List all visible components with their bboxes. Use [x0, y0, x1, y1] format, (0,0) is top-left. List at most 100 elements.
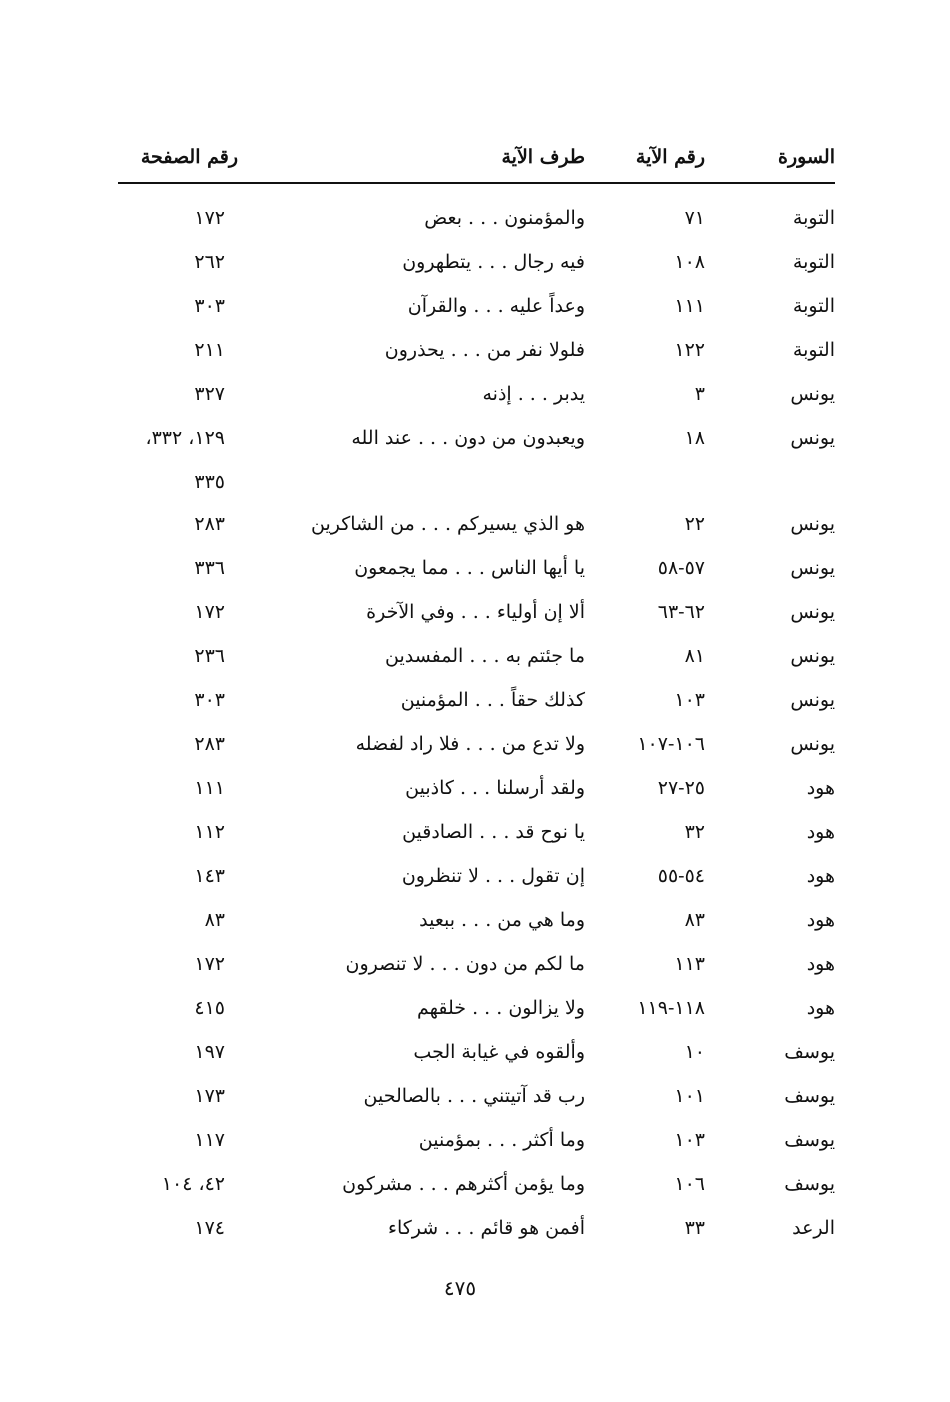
surah-cell: التوبة — [792, 339, 835, 361]
verse-number-cell: ١١٨-١١٩ — [637, 997, 705, 1019]
verse-number-cell: ١٨ — [684, 427, 705, 449]
page-number-cell: ١٢٩، ٣٣٢، ٣٣٥ — [145, 427, 225, 493]
surah-cell: يونس — [790, 383, 835, 405]
verse-number-cell: ١٠٣ — [674, 689, 705, 711]
page-number-cell: ١٧٣ — [194, 1085, 225, 1107]
verse-number-cell: ١٠٦-١٠٧ — [637, 733, 705, 755]
table-row: هود ٣٢ يا نوح قد . . . الصادقين ١١٢ — [118, 810, 835, 854]
verse-number-cell: ١٠١ — [674, 1085, 705, 1107]
surah-cell: يونس — [790, 427, 835, 449]
header-verse-part: طرف الآية — [501, 146, 585, 168]
verse-part-cell: ولا يزالون . . . خلقهم — [417, 997, 585, 1019]
header-surah: السورة — [778, 146, 835, 168]
verse-part-cell: رب قد آتيتني . . . بالصالحين — [363, 1085, 585, 1107]
verse-part-cell: كذلك حقاً . . . المؤمنين — [400, 689, 585, 711]
page-number-cell: ١٧٢ — [194, 207, 225, 229]
verse-number-cell: ١١١ — [674, 295, 705, 317]
verse-part-cell: فلولا نفر من . . . يحذرون — [384, 339, 585, 361]
table-row: التوبة ٧١ والمؤمنون . . . بعض ١٧٢ — [118, 196, 835, 240]
verse-part-cell: يدبر . . . إذنه — [482, 383, 585, 405]
verse-number-cell: ٥٧-٥٨ — [657, 557, 705, 579]
index-table: السورة رقم الآية طرف الآية رقم الصفحة ال… — [118, 132, 835, 1250]
verse-number-cell: ٨١ — [684, 645, 705, 667]
verse-number-cell: ٦٢-٦٣ — [657, 601, 705, 623]
verse-part-cell: وما أكثر . . . بمؤمنين — [418, 1129, 585, 1151]
verse-part-cell: ما جئتم به . . . المفسدين — [385, 645, 585, 667]
table-row: يونس ١٠٣ كذلك حقاً . . . المؤمنين ٣٠٣ — [118, 678, 835, 722]
page-number-cell: ٣٣٦ — [194, 557, 225, 579]
verse-number-cell: ١٠٨ — [674, 251, 705, 273]
verse-number-cell: ٥٤-٥٥ — [657, 865, 705, 887]
surah-cell: يوسف — [784, 1173, 835, 1195]
page-number-cell: ١١١ — [194, 777, 225, 799]
verse-number-cell: ٣٢ — [684, 821, 705, 843]
page-number-cell: ٢٨٣ — [194, 513, 225, 535]
surah-cell: هود — [806, 909, 835, 931]
verse-number-cell: ١٠ — [684, 1041, 705, 1063]
verse-number-cell: ١٠٣ — [674, 1129, 705, 1151]
header-page-number: رقم الصفحة — [140, 146, 238, 168]
verse-part-cell: ما لكم من دون . . . لا تنصرون — [345, 953, 585, 975]
surah-cell: يونس — [790, 689, 835, 711]
verse-number-cell: ٧١ — [684, 207, 705, 229]
verse-number-cell: ١٠٦ — [674, 1173, 705, 1195]
verse-part-cell: ويعبدون من دون . . . عند الله — [351, 427, 585, 449]
page-number-cell: ٤٢، ١٠٤ — [161, 1173, 225, 1195]
table-row: يونس ٨١ ما جئتم به . . . المفسدين ٢٣٦ — [118, 634, 835, 678]
verse-part-cell: وعداً عليه . . . والقرآن — [407, 295, 585, 317]
verse-part-cell: ألا إن أولياء . . . وفي الآخرة — [366, 601, 585, 623]
page-number-cell: ٣٠٣ — [194, 295, 225, 317]
page-number: ٤٧٥ — [443, 1276, 477, 1300]
surah-cell: التوبة — [792, 295, 835, 317]
table-row: يونس ١٨ ويعبدون من دون . . . عند الله ١٢٩، … — [118, 416, 835, 502]
verse-number-cell: ٢٥-٢٧ — [657, 777, 705, 799]
page-number-cell: ١٧٢ — [194, 953, 225, 975]
verse-part-cell: إن تقول . . . لا تنظرون — [401, 865, 585, 887]
page-number-cell: ١١٢ — [194, 821, 225, 843]
page-number-cell: ٣٠٣ — [194, 689, 225, 711]
table-row: هود ٥٤-٥٥ إن تقول . . . لا تنظرون ١٤٣ — [118, 854, 835, 898]
table-row: الرعد ٣٣ أفمن هو قائم . . . شركاء ١٧٤ — [118, 1206, 835, 1250]
page-number-cell: ٢٣٦ — [194, 645, 225, 667]
verse-part-cell: يا نوح قد . . . الصادقين — [402, 821, 585, 843]
surah-cell: يونس — [790, 645, 835, 667]
page-number-cell: ٨٣ — [204, 909, 225, 931]
table-row: هود ٨٣ وما هي من . . . ببعيد ٨٣ — [118, 898, 835, 942]
surah-cell: يونس — [790, 733, 835, 755]
verse-part-cell: هو الذي يسيركم . . . من الشاكرين — [310, 513, 585, 535]
verse-number-cell: ٣ — [694, 383, 705, 405]
verse-number-cell: ١٢٢ — [674, 339, 705, 361]
header-verse-number: رقم الآية — [635, 146, 705, 168]
page-number-cell: ٢١١ — [194, 339, 225, 361]
verse-part-cell: وألقوه في غيابة الجب — [413, 1041, 585, 1063]
surah-cell: يوسف — [784, 1085, 835, 1107]
table-row: يونس ٢٢ هو الذي يسيركم . . . من الشاكرين ٢٨… — [118, 502, 835, 546]
table-row: يوسف ١٠١ رب قد آتيتني . . . بالصالحين ١٧٣ — [118, 1074, 835, 1118]
verse-part-cell: يا أيها الناس . . . مما يجمعون — [354, 557, 585, 579]
surah-cell: هود — [806, 953, 835, 975]
table-row: التوبة ١١١ وعداً عليه . . . والقرآن ٣٠٣ — [118, 284, 835, 328]
surah-cell: هود — [806, 821, 835, 843]
table-row: يونس ٣ يدبر . . . إذنه ٣٢٧ — [118, 372, 835, 416]
page-number-cell: ١٧٤ — [194, 1217, 225, 1239]
surah-cell: يونس — [790, 557, 835, 579]
table-row: يونس ٥٧-٥٨ يا أيها الناس . . . مما يجمعون ٣… — [118, 546, 835, 590]
surah-cell: يوسف — [784, 1129, 835, 1151]
surah-cell: التوبة — [792, 207, 835, 229]
page-number-cell: ١٤٣ — [194, 865, 225, 887]
verse-number-cell: ١١٣ — [674, 953, 705, 975]
table-row: هود ١١٣ ما لكم من دون . . . لا تنصرون ١٧٢ — [118, 942, 835, 986]
page-number-cell: ٢٦٢ — [194, 251, 225, 273]
page-number-cell: ٣٢٧ — [194, 383, 225, 405]
surah-cell: يوسف — [784, 1041, 835, 1063]
table-row: يوسف ١٠٣ وما أكثر . . . بمؤمنين ١١٧ — [118, 1118, 835, 1162]
page-number-cell: ٤١٥ — [194, 997, 225, 1019]
verse-part-cell: وما هي من . . . ببعيد — [419, 909, 585, 931]
table-row: التوبة ١٠٨ فيه رجال . . . يتطهرون ٢٦٢ — [118, 240, 835, 284]
verse-part-cell: والمؤمنون . . . بعض — [424, 207, 585, 229]
surah-cell: الرعد — [792, 1217, 835, 1239]
page-number-cell: ١٩٧ — [194, 1041, 225, 1063]
table-row: يونس ٦٢-٦٣ ألا إن أولياء . . . وفي الآخرة ١… — [118, 590, 835, 634]
table-header: السورة رقم الآية طرف الآية رقم الصفحة — [118, 132, 835, 184]
table-row: يوسف ١٠ وألقوه في غيابة الجب ١٩٧ — [118, 1030, 835, 1074]
